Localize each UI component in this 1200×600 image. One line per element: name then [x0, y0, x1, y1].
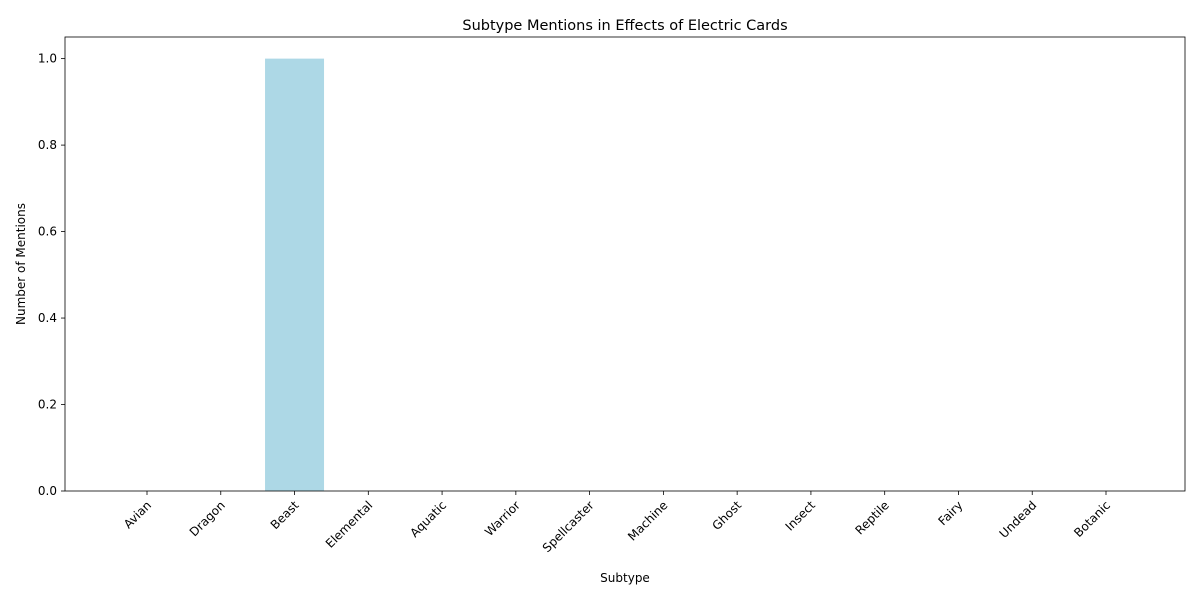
- x-axis-label: Subtype: [600, 571, 650, 585]
- y-tick-label: 0.8: [38, 138, 57, 152]
- bars-group: [265, 58, 325, 491]
- y-tick-label: 0.4: [38, 311, 57, 325]
- chart-title: Subtype Mentions in Effects of Electric …: [462, 18, 787, 34]
- y-axis-ticks: 0.0 0.2 0.4 0.6 0.8 1.0: [38, 52, 65, 498]
- y-tick-label: 0.2: [38, 398, 57, 412]
- y-axis-label: Number of Mentions: [14, 203, 28, 325]
- y-tick-label: 0.0: [38, 484, 57, 498]
- plot-frame: [64, 36, 1186, 492]
- y-tick-label: 1.0: [38, 52, 57, 66]
- y-tick-label: 0.6: [38, 225, 57, 239]
- bar-beast: [265, 58, 325, 491]
